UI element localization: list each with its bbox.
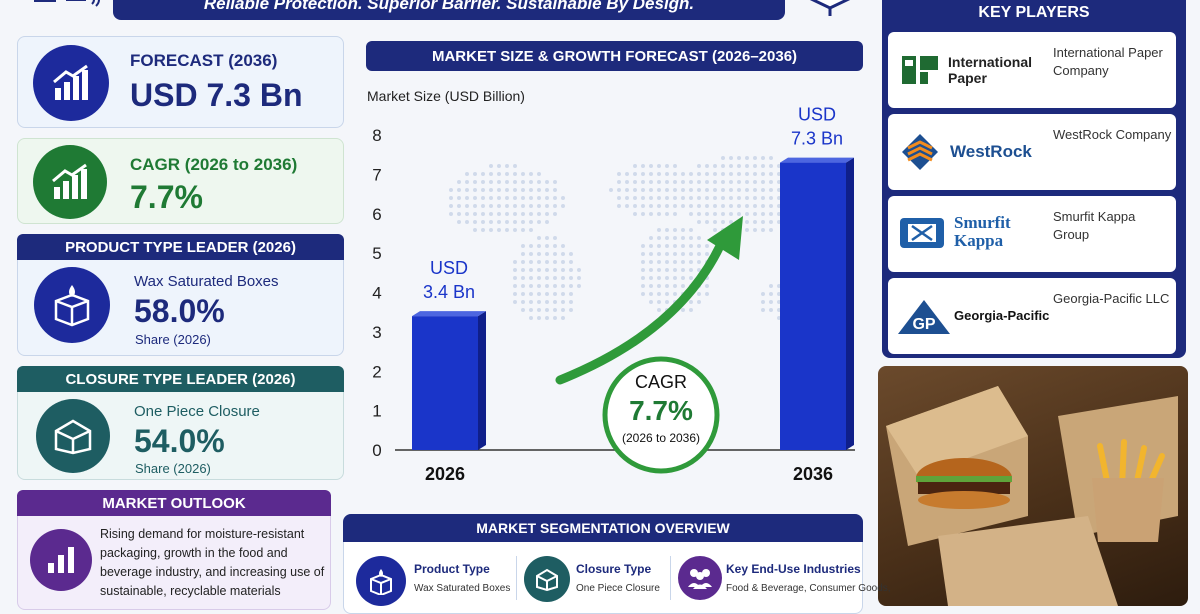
- y-tick-label: 4: [372, 284, 381, 303]
- product-leader-card: PRODUCT TYPE LEADER (2026) Wax Saturated…: [17, 234, 344, 356]
- y-tick-label: 3: [372, 323, 381, 342]
- cagr-card: CAGR (2026 to 2036) 7.7%: [17, 138, 344, 224]
- market-outlook-text: Rising demand for moisture-resistant pac…: [100, 527, 325, 598]
- closure-leader-share-label: Share (2026): [135, 461, 211, 476]
- forecast-label: FORECAST (2036): [130, 51, 278, 70]
- world-map-background: [449, 156, 813, 320]
- product-leader-share: 58.0%: [134, 293, 225, 329]
- segment-divider: [516, 556, 517, 600]
- product-photo: [878, 366, 1188, 606]
- y-tick-label: 7: [372, 165, 381, 184]
- key-player-name: Georgia-Pacific LLC: [1053, 291, 1170, 306]
- bar-side: [478, 311, 486, 450]
- closure-leader-share: 54.0%: [134, 423, 225, 459]
- cagr-badge-value: 7.7%: [629, 395, 693, 426]
- market-outlook-card: MARKET OUTLOOK Rising demand for moistur…: [17, 490, 331, 610]
- cagr-badge-period: (2026 to 2036): [622, 431, 700, 445]
- key-players-title: KEY PLAYERS: [978, 4, 1090, 21]
- cagr-label: CAGR (2026 to 2036): [130, 155, 298, 174]
- product-leader-name: Wax Saturated Boxes: [134, 273, 279, 290]
- x-tick-label: 2036: [793, 464, 833, 484]
- bar-side: [846, 157, 854, 450]
- closure-leader-card: CLOSURE TYPE LEADER (2026) One Piece Clo…: [17, 366, 344, 480]
- key-player-name: International Paper Company: [1053, 45, 1163, 78]
- segment-divider: [670, 556, 671, 600]
- key-player-westrock: WestRock WestRock Company: [888, 114, 1176, 190]
- cagr-badge: [602, 356, 720, 474]
- cagr-badge-title: CAGR: [635, 372, 687, 392]
- truck-icon: [30, 0, 102, 8]
- people-icon: [678, 556, 722, 600]
- segmentation-header: MARKET SEGMENTATION OVERVIEW: [343, 514, 863, 542]
- georgia-pacific-logo-text: Georgia-Pacific: [954, 308, 1050, 323]
- segment-closure-type-title: Closure Type: [576, 562, 652, 576]
- key-player-international-paper: International Paper International Paper …: [888, 32, 1176, 108]
- y-axis-label: Market Size (USD Billion): [367, 88, 525, 104]
- forecast-value: USD 7.3 Bn: [130, 77, 303, 113]
- y-tick-label: 6: [372, 205, 381, 224]
- box-icon: [795, 0, 865, 16]
- market-outlook-header: MARKET OUTLOOK: [17, 490, 331, 516]
- growth-chart-icon: [33, 145, 107, 219]
- product-leader-share-label: Share (2026): [135, 332, 211, 347]
- westrock-logo-text: WestRock: [950, 142, 1032, 161]
- georgia-pacific-logo: GP Georgia-Pacific: [896, 298, 1052, 338]
- bar-2026: [412, 316, 478, 450]
- y-tick-label: 2: [372, 362, 381, 381]
- segment-end-use-value: Food & Beverage, Consumer Goods,: [726, 583, 891, 594]
- segment-end-use-title: Key End-Use Industries: [726, 562, 861, 576]
- key-player-smurfit-kappa: Smurfit Kappa Smurfit Kappa Group: [888, 196, 1176, 272]
- y-tick-label: 1: [372, 402, 381, 421]
- international-paper-logo: International Paper: [900, 52, 1040, 92]
- cagr-value: 7.7%: [130, 179, 203, 215]
- gp-logo-mark: GP: [912, 316, 935, 333]
- bar-data-label: USD: [798, 105, 836, 125]
- growth-arrow: [555, 216, 743, 385]
- bar-2036: [780, 162, 846, 450]
- international-paper-logo-text: International Paper: [948, 54, 1033, 86]
- y-tick-label: 5: [372, 244, 381, 263]
- box-drop-icon: [356, 556, 406, 606]
- tagline-banner: Reliable Protection. Superior Barrier. S…: [113, 0, 785, 20]
- product-leader-header: PRODUCT TYPE LEADER (2026): [17, 234, 344, 260]
- growth-chart-icon: [33, 45, 109, 121]
- closed-box-icon: [36, 399, 110, 473]
- segment-closure-type-value: One Piece Closure: [576, 583, 660, 594]
- market-size-chart: Market Size (USD Billion) 0 1 2 3 4 5 6 7 8 USD 3…: [367, 88, 855, 484]
- bar-data-label: USD: [430, 258, 468, 278]
- y-tick-label: 0: [372, 441, 381, 460]
- smurfit-kappa-logo-text: Smurfit Kappa: [954, 213, 1011, 250]
- box-drop-icon: [34, 267, 110, 343]
- westrock-logo: WestRock: [900, 132, 1050, 172]
- chart-header: MARKET SIZE & GROWTH FORECAST (2026–2036…: [366, 41, 863, 71]
- key-player-georgia-pacific: GP Georgia-Pacific Georgia-Pacific LLC: [888, 278, 1176, 354]
- bar-data-label: 3.4 Bn: [423, 282, 475, 302]
- closure-leader-header: CLOSURE TYPE LEADER (2026): [17, 366, 344, 392]
- segment-product-type-value: Wax Saturated Boxes: [414, 583, 511, 594]
- bar-data-label: 7.3 Bn: [791, 129, 843, 149]
- smurfit-kappa-logo: Smurfit Kappa: [898, 214, 1048, 254]
- y-tick-label: 8: [372, 126, 381, 145]
- closure-leader-name: One Piece Closure: [134, 403, 260, 420]
- bar-top: [780, 157, 854, 163]
- bar-chart-icon: [30, 529, 92, 591]
- segment-product-type-title: Product Type: [414, 562, 490, 576]
- key-player-name: Smurfit Kappa Group: [1053, 209, 1136, 242]
- bar-top: [412, 311, 486, 317]
- x-tick-label: 2026: [425, 464, 465, 484]
- forecast-card: FORECAST (2036) USD 7.3 Bn: [17, 36, 344, 128]
- key-player-name: WestRock Company: [1053, 127, 1172, 142]
- closed-box-icon: [524, 556, 570, 602]
